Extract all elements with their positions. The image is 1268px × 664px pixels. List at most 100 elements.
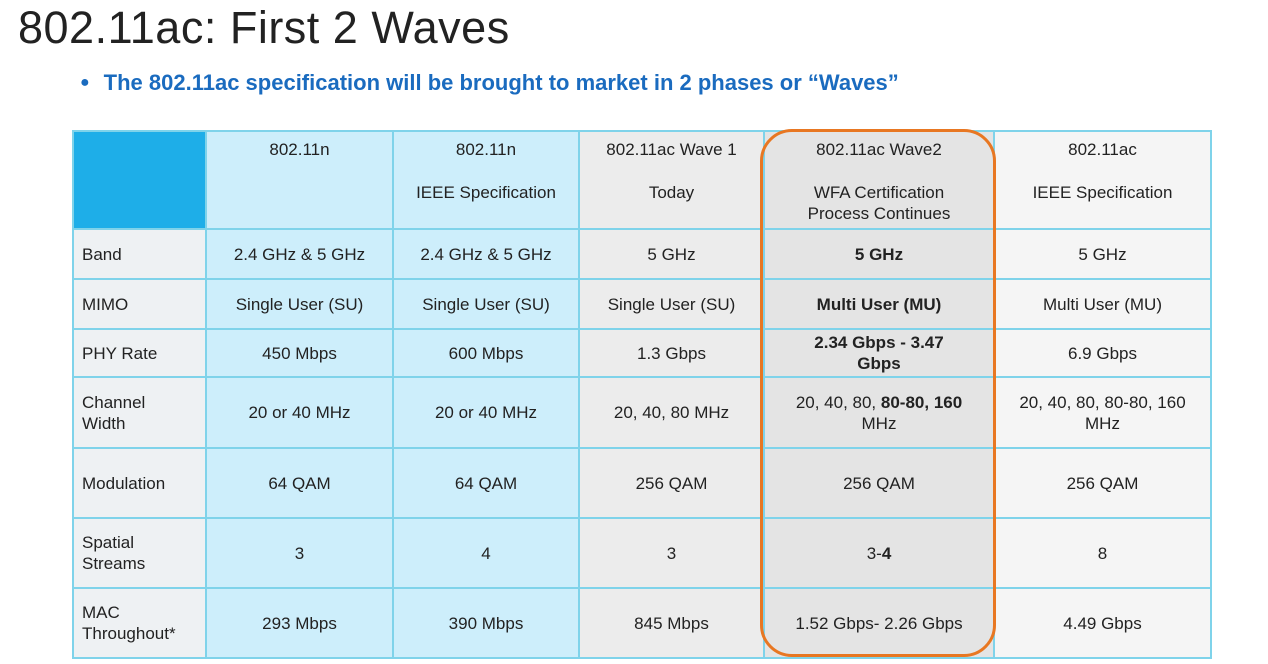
row-label-cell: PHY Rate (72, 328, 207, 378)
cell-text: 64 QAM (268, 473, 331, 493)
cell-text: 6.9 Gbps (1068, 343, 1137, 363)
column-title: 802.11ac Wave2 (816, 140, 942, 159)
cell-text: 20 or 40 MHz (248, 403, 351, 422)
column-title: 802.11n (269, 140, 330, 159)
table-cell: 3 (205, 517, 394, 589)
table-cell: 5 GHz (578, 228, 765, 280)
table-cell: 64 QAM (205, 447, 394, 519)
row-label: Band (82, 244, 122, 264)
row-label: Spatial Streams (82, 533, 146, 573)
column-subtitle: Today (648, 183, 695, 202)
table-cell: 1.3 Gbps (578, 328, 765, 378)
cell-text: 20, 40, 80, 80-80, 160 MHz (792, 392, 967, 434)
row-label: MIMO (82, 294, 129, 314)
column-subtitle-box: IEEE Specification (995, 182, 1210, 203)
cell-segment: 20, 40, 80, (795, 392, 881, 412)
cell-text: 256 QAM (1066, 473, 1139, 493)
table-cell: 450 Mbps (205, 328, 394, 378)
table-cell: 2.4 GHz & 5 GHz (205, 228, 394, 280)
cell-segment: 2.34 Gbps - 3.47 Gbps (814, 333, 944, 373)
table-cell: 1.52 Gbps- 2.26 Gbps (763, 587, 995, 659)
comparison-table: 802.11n 802.11n IEEE Specification 802.11ac… (72, 130, 1212, 659)
table-cell: 64 QAM (392, 447, 580, 519)
table-row: MIMO Single User (SU) Single User (SU) Sing… (72, 278, 1212, 330)
table-cell: 8 (993, 517, 1212, 589)
cell-text: 293 Mbps (262, 613, 337, 633)
cell-text: 2.4 GHz & 5 GHz (233, 244, 366, 264)
table-cell: 600 Mbps (392, 328, 580, 378)
row-label-cell: Band (72, 228, 207, 280)
cell-text: 3 (294, 543, 305, 563)
cell-text: 4.49 Gbps (1063, 613, 1142, 633)
bullet: ● The 802.11ac specification will be brou… (80, 70, 899, 96)
cell-text: 5 GHz (855, 244, 903, 265)
cell-text: 1.3 Gbps (637, 343, 706, 363)
table-cell: 20 or 40 MHz (392, 376, 580, 449)
table-cell: 20 or 40 MHz (205, 376, 394, 449)
cell-text: 2.4 GHz & 5 GHz (420, 244, 552, 264)
cell-text: 600 Mbps (448, 343, 524, 363)
column-header: 802.11n IEEE Specification (392, 130, 580, 230)
column-header: 802.11ac IEEE Specification (993, 130, 1212, 230)
header-row: 802.11n 802.11n IEEE Specification 802.11ac… (72, 130, 1212, 230)
column-subtitle: IEEE Specification (1032, 183, 1173, 202)
cell-text: 20, 40, 80 MHz (613, 403, 730, 422)
column-subtitle: WFA Certification Process Continues (807, 183, 951, 223)
table-cell: 4 (392, 517, 580, 589)
row-label-cell: MAC Throughout* (72, 587, 207, 659)
cell-text: 450 Mbps (262, 343, 337, 363)
table-cell: 256 QAM (578, 447, 765, 519)
column-header: 802.11ac Wave 1 Today (578, 130, 765, 230)
cell-text: Single User (SU) (422, 294, 550, 314)
cell-text: 1.52 Gbps- 2.26 Gbps (795, 613, 963, 633)
table-cell: 293 Mbps (205, 587, 394, 659)
cell-text: Single User (SU) (235, 294, 364, 314)
table-row: PHY Rate 450 Mbps 600 Mbps 1.3 Gbps 2.34 Gbp… (72, 328, 1212, 378)
cell-segment: Multi User (MU) (816, 294, 942, 314)
table-cell: 4.49 Gbps (993, 587, 1212, 659)
column-subtitle-box: IEEE Specification (394, 182, 578, 203)
bullet-dot: ● (80, 74, 90, 91)
row-label-cell: Channel Width (72, 376, 207, 449)
table-cell: 256 QAM (993, 447, 1212, 519)
cell-text: Single User (SU) (607, 294, 736, 314)
cell-text: Multi User (MU) (817, 294, 942, 315)
cell-text: 256 QAM (635, 473, 708, 493)
cell-segment: 5 GHz (854, 244, 904, 264)
table-cell: 5 GHz (993, 228, 1212, 280)
table-cell: Single User (SU) (205, 278, 394, 330)
column-header: 802.11n (205, 130, 394, 230)
slide-title: 802.11ac: First 2 Waves (18, 2, 510, 53)
table-cell: 845 Mbps (578, 587, 765, 659)
table-cell: Multi User (MU) (993, 278, 1212, 330)
cell-text: 20, 40, 80, 80-80, 160 MHz (1019, 392, 1186, 433)
table-row: Channel Width 20 or 40 MHz 20 or 40 MHz 20,… (72, 376, 1212, 449)
table-cell: 3-4 (763, 517, 995, 589)
column-title: 802.11n (455, 140, 517, 159)
column-header: 802.11ac Wave2 WFA Certification Process … (763, 130, 995, 230)
column-subtitle-box: WFA Certification Process Continues (765, 182, 993, 224)
row-label-cell: Modulation (72, 447, 207, 519)
table-row: Modulation 64 QAM 64 QAM 256 QAM 256 QAM 256 … (72, 447, 1212, 519)
row-label: PHY Rate (82, 343, 158, 363)
cell-segment: 3- (866, 543, 882, 563)
column-subtitle-box: Today (580, 182, 763, 203)
table-cell: Single User (SU) (392, 278, 580, 330)
bullet-text: The 802.11ac specification will be broug… (103, 70, 899, 95)
table-cell: 5 GHz (763, 228, 995, 280)
column-subtitle: IEEE Specification (416, 183, 556, 202)
cell-text: Multi User (MU) (1043, 294, 1162, 314)
cell-text: 5 GHz (647, 244, 696, 264)
cell-text: 5 GHz (1078, 244, 1127, 264)
cell-text: 20 or 40 MHz (434, 403, 538, 422)
cell-text: 3-4 (867, 543, 892, 564)
table-cell: Multi User (MU) (763, 278, 995, 330)
table-row: MAC Throughout* 293 Mbps 390 Mbps 845 Mbps 1… (72, 587, 1212, 659)
table-cell: 2.4 GHz & 5 GHz (392, 228, 580, 280)
table-cell: 20, 40, 80, 80-80, 160 MHz (993, 376, 1212, 449)
column-title: 802.11ac (1068, 140, 1137, 159)
table-cell: 2.34 Gbps - 3.47 Gbps (763, 328, 995, 378)
cell-text: 64 QAM (454, 473, 518, 493)
table-cell: 6.9 Gbps (993, 328, 1212, 378)
